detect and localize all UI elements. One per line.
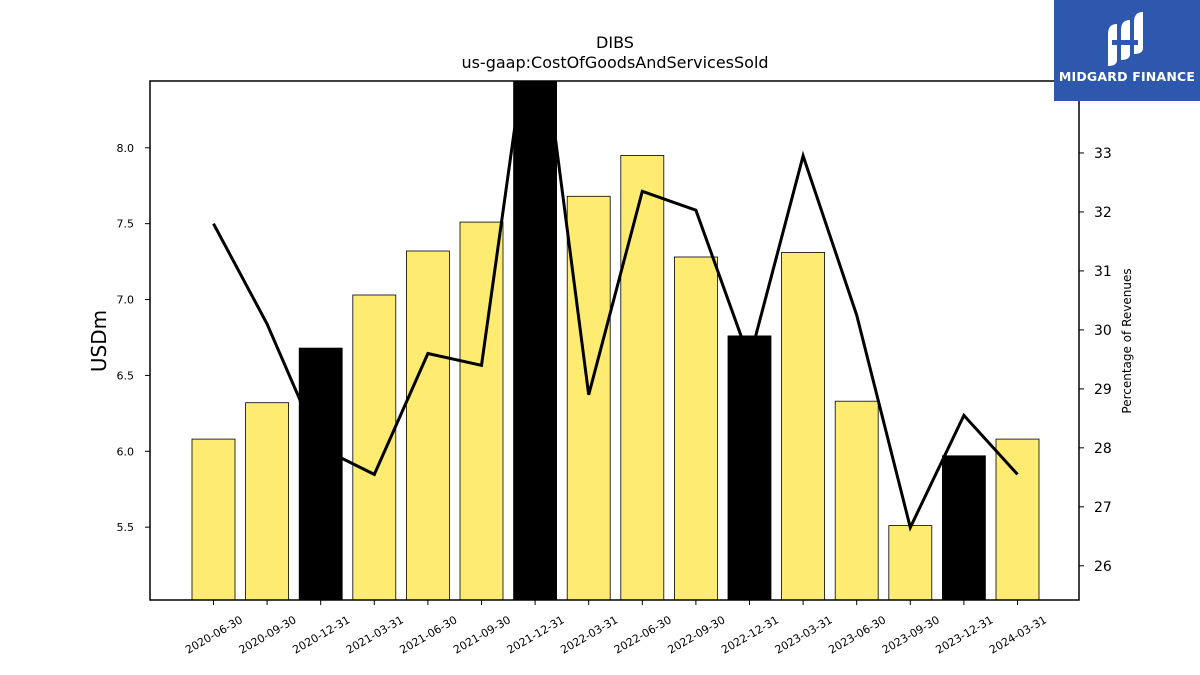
x-tick-label: 2023-09-30	[880, 613, 942, 656]
chart-subtitle: us-gaap:CostOfGoodsAndServicesSold	[461, 53, 768, 72]
y2-tick-label: 32	[1094, 205, 1112, 221]
y2-tick-label: 30	[1094, 323, 1112, 339]
bar	[566, 195, 611, 601]
plot-frame	[149, 80, 1080, 601]
line-group	[212, 81, 1019, 532]
y2-tick-label: 28	[1094, 441, 1112, 457]
y-axis: 5.5 6.0 6.5 7.0 7.5 8.0	[117, 142, 150, 534]
bar	[834, 400, 879, 601]
x-tick-label: 2022-09-30	[666, 613, 728, 656]
series-line	[212, 81, 1019, 532]
bar-group	[191, 80, 1040, 601]
bar	[191, 438, 236, 601]
y-axis-label: USDm	[87, 310, 111, 372]
bar	[781, 252, 825, 601]
y2-axis: 26 27 28 29 30 31 32 33	[1079, 146, 1112, 575]
chart-title: DIBS	[596, 33, 634, 52]
bar	[888, 525, 933, 601]
x-tick-label: 2023-03-31	[773, 613, 835, 656]
x-tick-label: 2024-03-31	[987, 613, 1049, 656]
bar	[352, 294, 397, 601]
y-tick-label: 6.0	[117, 445, 135, 458]
bar	[727, 335, 772, 601]
y2-tick-label: 26	[1094, 559, 1112, 575]
bar	[513, 80, 557, 601]
y-tick-label: 6.5	[117, 369, 135, 382]
bar	[245, 402, 290, 601]
y-tick-label: 5.5	[117, 521, 135, 534]
bar	[942, 455, 986, 601]
x-tick-label: 2022-12-31	[719, 613, 781, 656]
bar	[995, 438, 1040, 601]
x-tick-label: 2020-06-30	[183, 613, 245, 656]
y2-tick-label: 29	[1094, 382, 1112, 398]
x-tick-label: 2023-06-30	[826, 613, 888, 656]
x-tick-label: 2020-09-30	[237, 613, 299, 656]
y2-tick-label: 27	[1094, 500, 1112, 516]
x-tick-label: 2021-06-30	[398, 613, 460, 656]
bar	[298, 347, 343, 601]
x-tick-label: 2022-03-31	[558, 613, 620, 656]
y2-tick-label: 31	[1094, 264, 1112, 280]
y-tick-label: 8.0	[117, 142, 135, 155]
bar	[459, 221, 504, 601]
y-tick-label: 7.0	[117, 294, 135, 307]
x-tick-label: 2021-09-30	[451, 613, 513, 656]
x-tick-label: 2021-12-31	[505, 613, 567, 656]
midgard-finance-logo: MIDGARD FINANCE	[1054, 0, 1200, 101]
bar	[620, 154, 665, 601]
y2-axis-label: Percentage of Revenues	[1120, 268, 1134, 413]
midgard-logo-icon	[1108, 12, 1143, 66]
y2-tick-label: 33	[1094, 146, 1112, 162]
bar	[405, 250, 450, 601]
x-tick-label: 2021-03-31	[344, 613, 406, 656]
x-axis: 2020-06-302020-09-302020-12-312021-03-31…	[183, 600, 1049, 657]
x-tick-label: 2023-12-31	[934, 613, 996, 656]
logo-text: MIDGARD FINANCE	[1058, 69, 1196, 84]
x-tick-label: 2020-12-31	[290, 613, 352, 656]
x-tick-label: 2022-06-30	[612, 613, 674, 656]
bar	[674, 256, 718, 601]
y-tick-label: 7.5	[117, 218, 135, 231]
